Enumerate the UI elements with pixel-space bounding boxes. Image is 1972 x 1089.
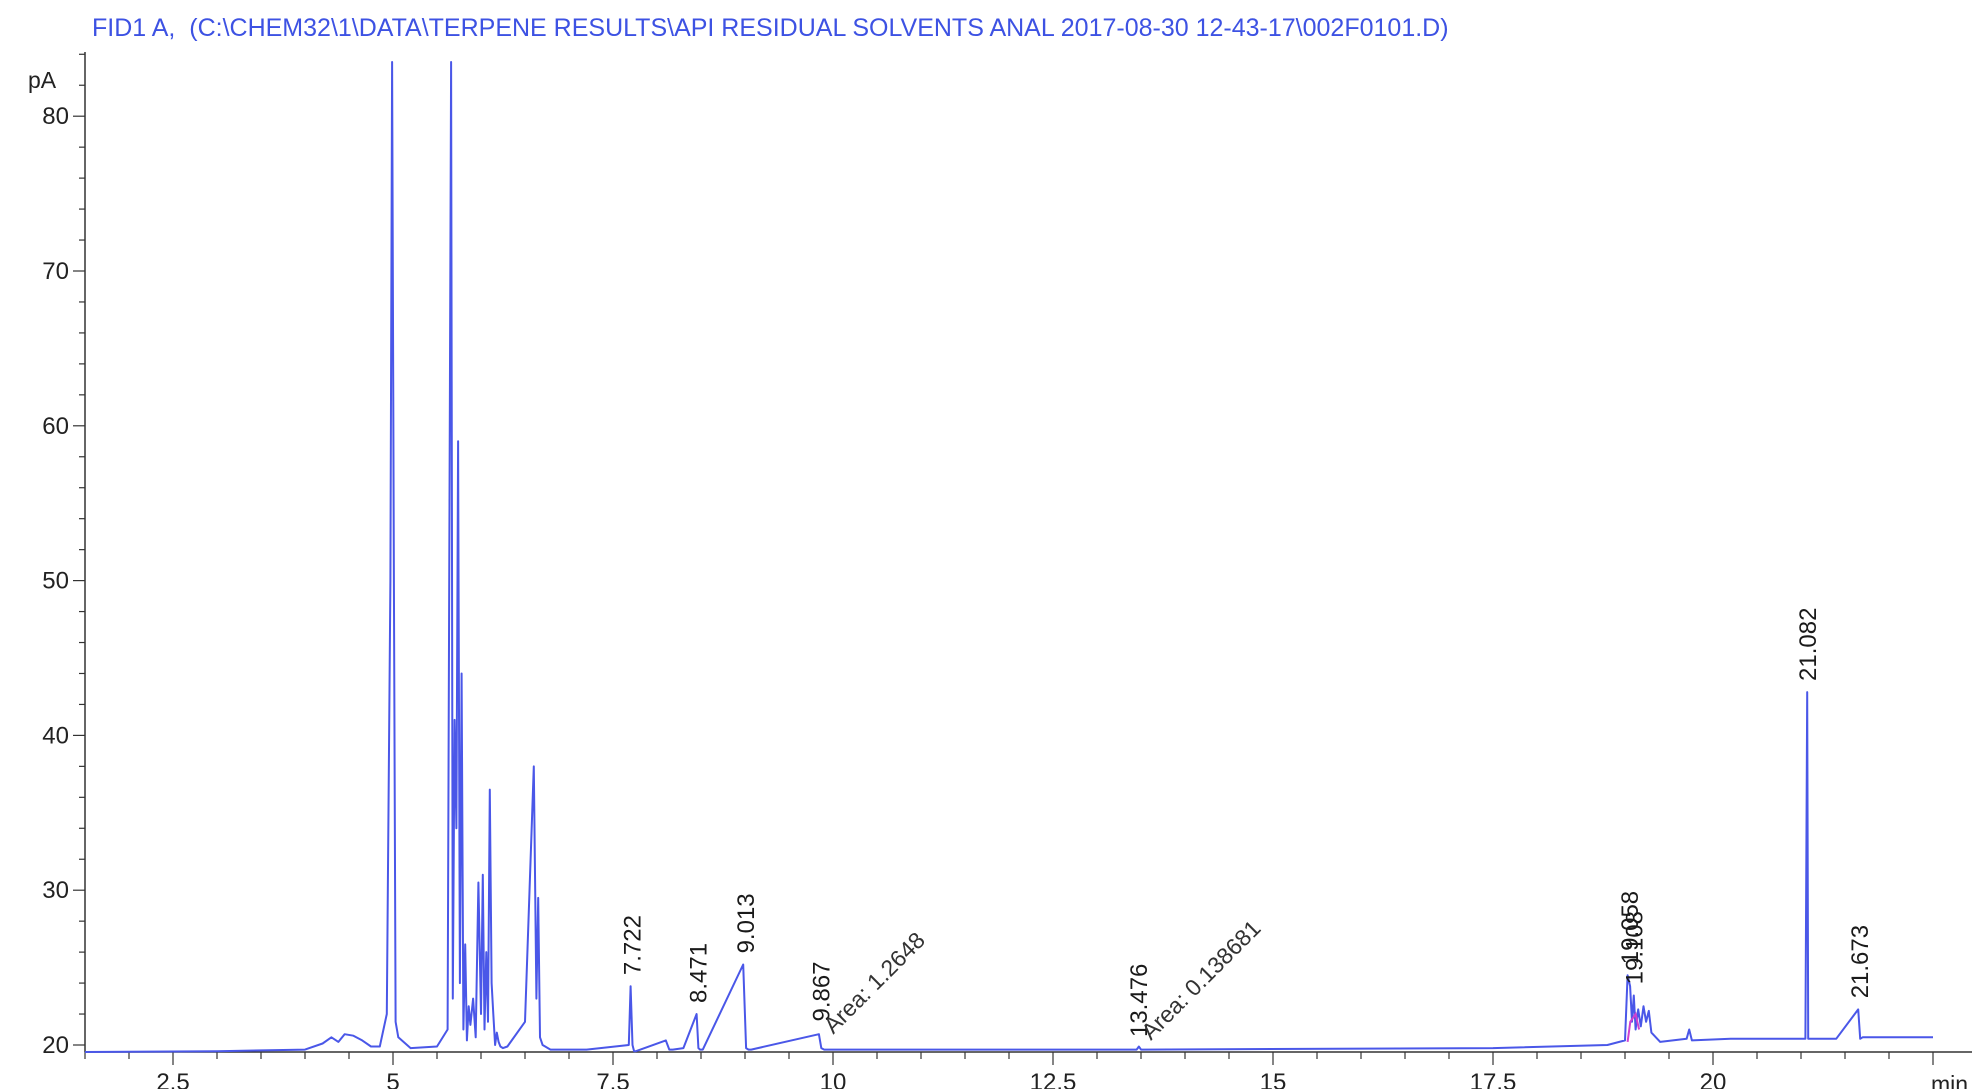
peak-label: 9.867 xyxy=(808,961,835,1021)
x-tick-label: 5 xyxy=(386,1069,399,1089)
peak-label: 13.476 xyxy=(1126,964,1153,1037)
y-tick-label: 70 xyxy=(42,258,69,285)
x-tick-label: 2.5 xyxy=(156,1069,189,1089)
peak-label: 21.082 xyxy=(1795,608,1822,681)
y-tick-label: 50 xyxy=(42,568,69,595)
y-tick-label: 30 xyxy=(42,877,69,904)
peak-label: 8.471 xyxy=(685,943,712,1003)
peak-label: 9.013 xyxy=(733,893,760,953)
y-tick-label: 20 xyxy=(42,1032,69,1059)
x-tick-label: 20 xyxy=(1700,1069,1727,1089)
integration-baseline xyxy=(1626,1011,1641,1043)
x-axis-unit-label: min xyxy=(1931,1071,1968,1089)
chart-marks xyxy=(84,61,1933,1053)
area-annotation: Area: 0.138681 xyxy=(1136,915,1266,1045)
y-axis-unit-label: pA xyxy=(28,67,57,93)
peak-label: 21.673 xyxy=(1847,925,1874,998)
y-tick-label: 60 xyxy=(42,413,69,440)
peak-label: 19.108 xyxy=(1622,911,1649,984)
x-tick-label: 7.5 xyxy=(596,1069,629,1089)
y-tick-label: 40 xyxy=(42,722,69,749)
signal-trace xyxy=(84,61,1933,1053)
chart-title: FID1 A, (C:\CHEM32\1\DATA\TERPENE RESULT… xyxy=(92,14,1449,42)
x-tick-label: 10 xyxy=(820,1069,847,1089)
peak-label: 19.058 xyxy=(1617,891,1644,964)
axes: 20 30 40 50 60 70 80 pA 2.5 5 7.5 10 12.5 15 17.5 20 min xyxy=(28,52,1972,1089)
x-tick-label: 17.5 xyxy=(1470,1069,1517,1089)
x-tick-label: 12.5 xyxy=(1030,1069,1077,1089)
y-tick-label: 80 xyxy=(42,103,69,130)
x-tick-label: 15 xyxy=(1260,1069,1287,1089)
peak-label: 7.722 xyxy=(620,915,647,975)
